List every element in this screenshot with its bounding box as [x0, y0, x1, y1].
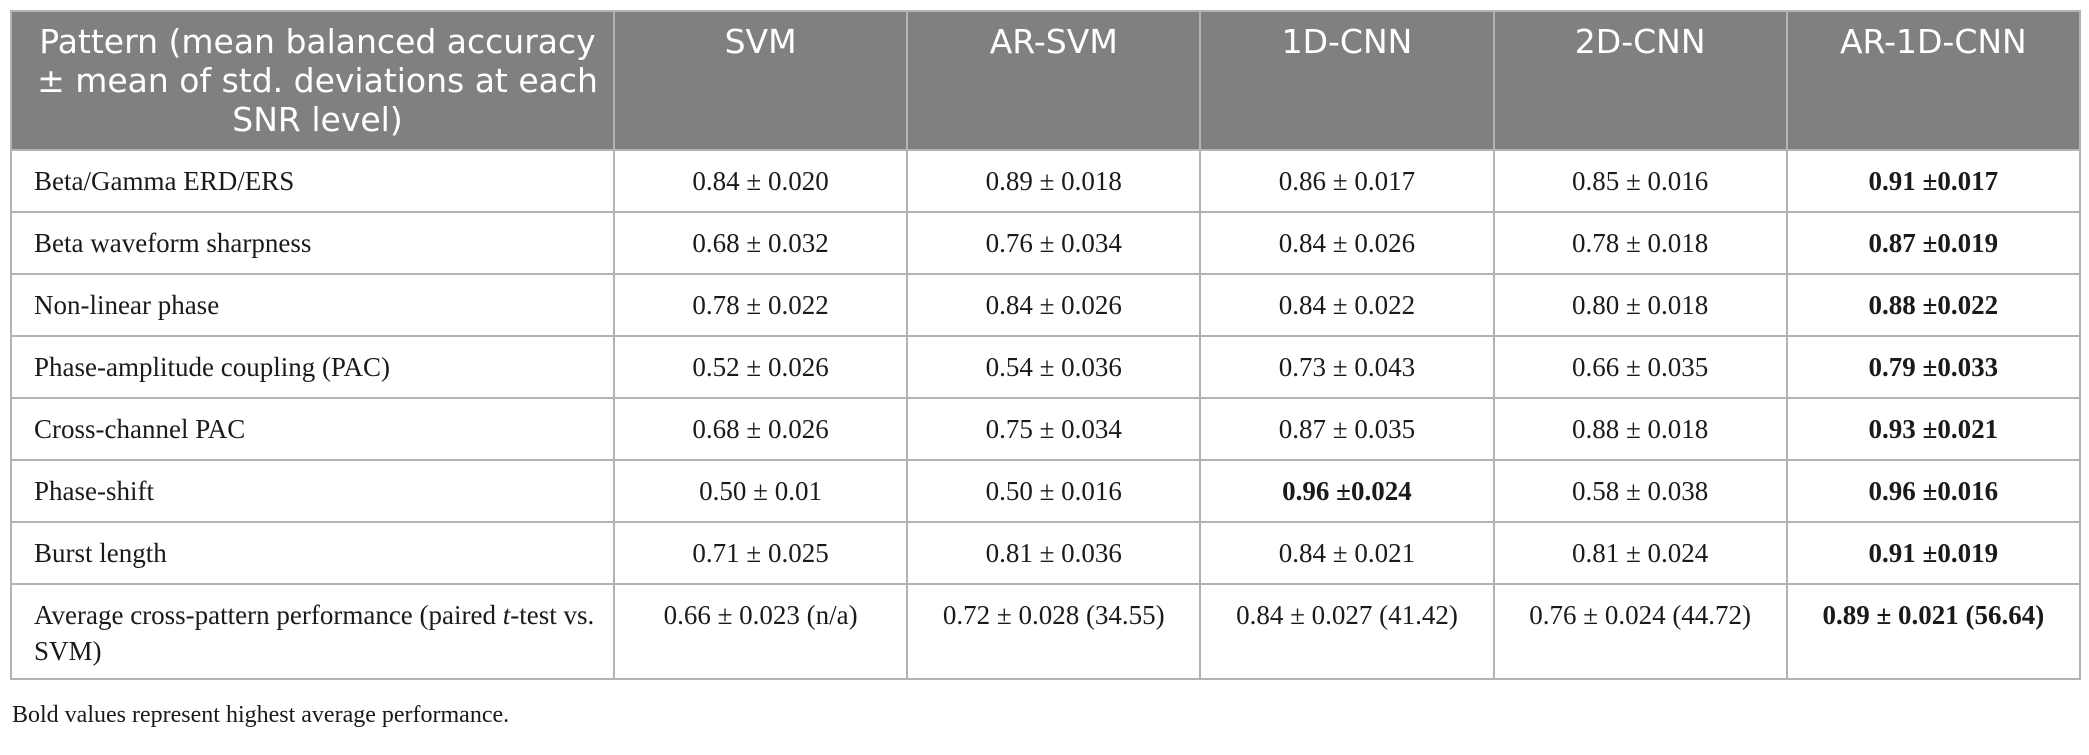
value-cell: 0.78 ± 0.022: [612, 273, 909, 337]
pattern-cell-average: Average cross-pattern performance (paire…: [10, 583, 615, 680]
table-row: Phase-shift 0.50 ± 0.01 0.50 ± 0.016 0.9…: [10, 459, 2081, 523]
table-row-average: Average cross-pattern performance (paire…: [10, 583, 2081, 680]
value-cell-best: 0.89 ± 0.021 (56.64): [1785, 583, 2081, 680]
value-cell-best: 0.91 ±0.017: [1785, 149, 2081, 213]
value-cell: 0.66 ± 0.023 (n/a): [612, 583, 909, 680]
table-caption: Bold values represent highest average pe…: [12, 702, 510, 728]
value-cell: 0.78 ± 0.018: [1492, 211, 1788, 275]
results-table: Pattern (mean balanced accuracy ± mean o…: [10, 10, 2081, 680]
value-cell-best: 0.96 ±0.024: [1199, 459, 1495, 523]
value-cell: 0.50 ± 0.016: [906, 459, 1202, 523]
table-row: Phase-amplitude coupling (PAC) 0.52 ± 0.…: [10, 335, 2081, 399]
value-cell-best: 0.87 ±0.019: [1785, 211, 2081, 275]
value-cell: 0.54 ± 0.036: [906, 335, 1202, 399]
value-cell-best: 0.96 ±0.016: [1785, 459, 2081, 523]
value-cell: 0.84 ± 0.020: [612, 149, 909, 213]
pattern-average-suffix: -test vs. SVM): [34, 600, 595, 666]
value-cell: 0.50 ± 0.01: [612, 459, 909, 523]
value-cell: 0.89 ± 0.018: [906, 149, 1202, 213]
table-row: Beta/Gamma ERD/ERS 0.84 ± 0.020 0.89 ± 0…: [10, 149, 2081, 213]
table-row: Cross-channel PAC 0.68 ± 0.026 0.75 ± 0.…: [10, 397, 2081, 461]
table-row: Burst length 0.71 ± 0.025 0.81 ± 0.036 0…: [10, 521, 2081, 585]
value-cell: 0.81 ± 0.024: [1492, 521, 1788, 585]
header-1d-cnn: 1D-CNN: [1199, 10, 1495, 151]
value-cell: 0.72 ± 0.028 (34.55): [906, 583, 1202, 680]
value-cell: 0.84 ± 0.021: [1199, 521, 1495, 585]
pattern-average-italic: t: [502, 600, 511, 630]
value-cell: 0.87 ± 0.035: [1199, 397, 1495, 461]
value-cell: 0.66 ± 0.035: [1492, 335, 1788, 399]
pattern-cell: Phase-amplitude coupling (PAC): [10, 335, 615, 399]
value-cell: 0.84 ± 0.022: [1199, 273, 1495, 337]
value-cell: 0.81 ± 0.036: [906, 521, 1202, 585]
pattern-cell: Burst length: [10, 521, 615, 585]
table-row: Non-linear phase 0.78 ± 0.022 0.84 ± 0.0…: [10, 273, 2081, 337]
header-ar-svm: AR-SVM: [906, 10, 1202, 151]
value-cell: 0.76 ± 0.034: [906, 211, 1202, 275]
pattern-cell: Beta waveform sharpness: [10, 211, 615, 275]
pattern-cell: Beta/Gamma ERD/ERS: [10, 149, 615, 213]
value-cell: 0.88 ± 0.018: [1492, 397, 1788, 461]
value-cell-best: 0.93 ±0.021: [1785, 397, 2081, 461]
value-cell-best: 0.91 ±0.019: [1785, 521, 2081, 585]
pattern-cell: Phase-shift: [10, 459, 615, 523]
value-cell: 0.84 ± 0.026: [906, 273, 1202, 337]
table-row: Beta waveform sharpness 0.68 ± 0.032 0.7…: [10, 211, 2081, 275]
header-ar-1d-cnn: AR-1D-CNN: [1785, 10, 2081, 151]
value-cell: 0.80 ± 0.018: [1492, 273, 1788, 337]
value-cell: 0.68 ± 0.032: [612, 211, 909, 275]
value-cell: 0.84 ± 0.027 (41.42): [1199, 583, 1495, 680]
table-header-row: Pattern (mean balanced accuracy ± mean o…: [10, 10, 2081, 151]
value-cell-best: 0.88 ±0.022: [1785, 273, 2081, 337]
value-cell: 0.84 ± 0.026: [1199, 211, 1495, 275]
value-cell: 0.52 ± 0.026: [612, 335, 909, 399]
header-svm: SVM: [612, 10, 909, 151]
header-pattern: Pattern (mean balanced accuracy ± mean o…: [10, 10, 615, 151]
value-cell: 0.68 ± 0.026: [612, 397, 909, 461]
pattern-cell: Non-linear phase: [10, 273, 615, 337]
value-cell: 0.73 ± 0.043: [1199, 335, 1495, 399]
value-cell-best: 0.79 ±0.033: [1785, 335, 2081, 399]
results-table-container: Pattern (mean balanced accuracy ± mean o…: [10, 10, 2081, 729]
value-cell: 0.58 ± 0.038: [1492, 459, 1788, 523]
pattern-cell: Cross-channel PAC: [10, 397, 615, 461]
header-2d-cnn: 2D-CNN: [1492, 10, 1788, 151]
value-cell: 0.85 ± 0.016: [1492, 149, 1788, 213]
value-cell: 0.75 ± 0.034: [906, 397, 1202, 461]
value-cell: 0.86 ± 0.017: [1199, 149, 1495, 213]
value-cell: 0.71 ± 0.025: [612, 521, 909, 585]
value-cell: 0.76 ± 0.024 (44.72): [1492, 583, 1788, 680]
pattern-average-prefix: Average cross-pattern performance (paire…: [34, 600, 503, 630]
